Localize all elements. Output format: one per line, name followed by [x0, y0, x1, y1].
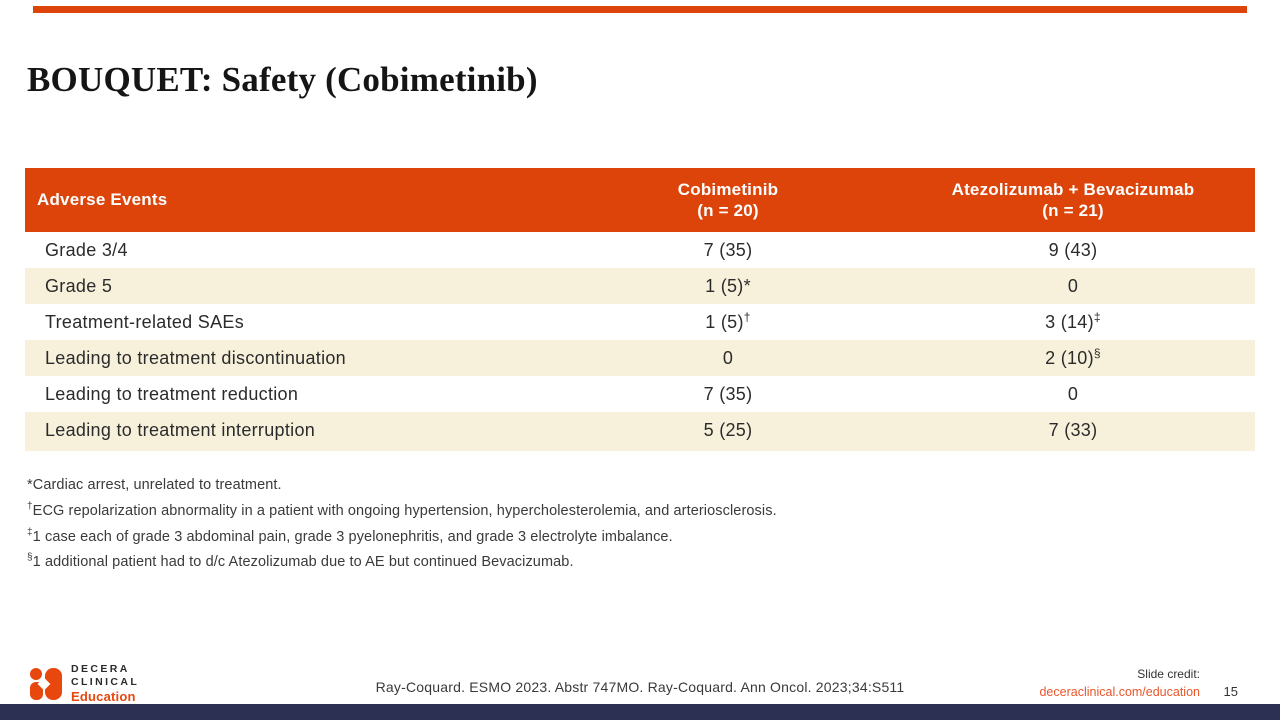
table-row-discontinuation: Leading to treatment discontinuation 0 2… — [25, 340, 1255, 376]
row-label: Grade 5 — [45, 275, 113, 296]
row-label: Treatment-related SAEs — [45, 311, 245, 332]
bottom-footer-bar — [0, 704, 1280, 720]
footnote-text: ECG repolarization abnormality in a pati… — [32, 502, 777, 519]
footnote-dagger: †ECG repolarization abnormality in a pat… — [27, 496, 777, 522]
decera-logo-icon — [30, 667, 62, 700]
footnote-marker: § — [27, 552, 33, 564]
row-label: Leading to treatment discontinuation — [45, 347, 346, 368]
row-label: Leading to treatment interruption — [45, 419, 316, 440]
cobimetinib-value: 7 (35) — [565, 240, 891, 261]
value-text: 0 — [722, 347, 734, 368]
footnote-text: 1 additional patient had to d/c Atezoliz… — [32, 554, 574, 571]
value-text: 7 (33) — [1048, 419, 1098, 440]
slide-title: BOUQUET: Safety (Cobimetinib) — [27, 60, 538, 99]
footnotes: *Cardiac arrest, unrelated to treatment.… — [27, 470, 777, 573]
atezo-bev-value: 2 (10)§ — [891, 345, 1255, 369]
slide-credit: Slide credit: deceraclinical.com/educati… — [1039, 667, 1200, 702]
value-footnote-marker: ‡ — [1093, 309, 1101, 324]
adverse-events-table: Adverse Events Cobimetinib (n = 20) Atez… — [25, 168, 1255, 451]
header-cobimetinib-name: Cobimetinib — [677, 179, 779, 199]
header-atezo-bev-n: (n = 21) — [1042, 201, 1104, 220]
citation: Ray-Coquard. ESMO 2023. Abstr 747MO. Ray… — [375, 679, 905, 695]
footnote-marker: † — [27, 500, 33, 512]
table-row-grade-5: Grade 5 1 (5)* 0 — [25, 268, 1255, 304]
table-row-treatment-related-saes: Treatment-related SAEs 1 (5)† 3 (14)‡ — [25, 304, 1255, 340]
atezo-bev-value: 0 — [891, 276, 1255, 297]
header-cobimetinib: Cobimetinib (n = 20) — [565, 179, 891, 222]
value-text: 7 (35) — [703, 383, 753, 404]
logo-decera: DECERA — [71, 663, 130, 675]
footnote-text: *Cardiac arrest, unrelated to treatment. — [27, 476, 282, 493]
footnote-marker: ‡ — [27, 526, 33, 538]
table-row-reduction: Leading to treatment reduction 7 (35) 0 — [25, 376, 1255, 412]
cobimetinib-value: 5 (25) — [565, 420, 891, 441]
top-accent-bar — [33, 6, 1247, 13]
cobimetinib-value: 1 (5)† — [565, 309, 891, 333]
value-text: 0 — [1067, 383, 1079, 404]
table-row-grade-3-4: Grade 3/4 7 (35) 9 (43) — [25, 232, 1255, 268]
header-atezolizumab-bevacizumab: Atezolizumab + Bevacizumab (n = 21) — [891, 179, 1255, 222]
footnote-text: 1 case each of grade 3 abdominal pain, g… — [32, 528, 673, 545]
decera-logo: DECERA CLINICAL Education — [30, 664, 139, 703]
footnote-asterisk: *Cardiac arrest, unrelated to treatment. — [27, 470, 777, 496]
logo-education: Education — [71, 689, 136, 704]
cobimetinib-value: 7 (35) — [565, 384, 891, 405]
logo-clinical: CLINICAL — [71, 676, 140, 688]
atezo-bev-value: 9 (43) — [891, 240, 1255, 261]
table-bottom-strip — [25, 448, 1255, 451]
row-label: Leading to treatment reduction — [45, 383, 299, 404]
value-footnote-marker: § — [1093, 345, 1101, 360]
header-atezo-bev-name: Atezolizumab + Bevacizumab — [951, 179, 1195, 199]
value-text: 3 (14) — [1045, 311, 1094, 332]
cobimetinib-value: 1 (5)* — [565, 276, 891, 297]
page-number: 15 — [1223, 684, 1238, 699]
header-cobimetinib-n: (n = 20) — [697, 201, 759, 220]
table-header-row: Adverse Events Cobimetinib (n = 20) Atez… — [25, 168, 1255, 232]
decera-logo-text: DECERA CLINICAL Education — [71, 664, 139, 703]
value-text: 1 (5) — [705, 311, 744, 332]
atezo-bev-value: 0 — [891, 384, 1255, 405]
table-row-interruption: Leading to treatment interruption 5 (25)… — [25, 412, 1255, 448]
footnote-double-dagger: ‡1 case each of grade 3 abdominal pain, … — [27, 522, 777, 548]
value-text: 5 (25) — [703, 419, 753, 440]
cobimetinib-value: 0 — [565, 348, 891, 369]
value-footnote-marker: † — [743, 309, 751, 324]
slide-credit-link[interactable]: deceraclinical.com/education — [1039, 685, 1200, 699]
slide-credit-label: Slide credit: — [1137, 667, 1200, 681]
value-text: 7 (35) — [703, 239, 753, 260]
value-text: 9 (43) — [1048, 239, 1098, 260]
header-adverse-events: Adverse Events — [37, 190, 168, 209]
atezo-bev-value: 7 (33) — [891, 420, 1255, 441]
row-label: Grade 3/4 — [45, 239, 128, 260]
value-text: 0 — [1067, 275, 1079, 296]
value-text: 2 (10) — [1045, 347, 1094, 368]
value-text: 1 (5)* — [705, 275, 751, 296]
footnote-section: §1 additional patient had to d/c Atezoli… — [27, 547, 777, 573]
atezo-bev-value: 3 (14)‡ — [891, 309, 1255, 333]
